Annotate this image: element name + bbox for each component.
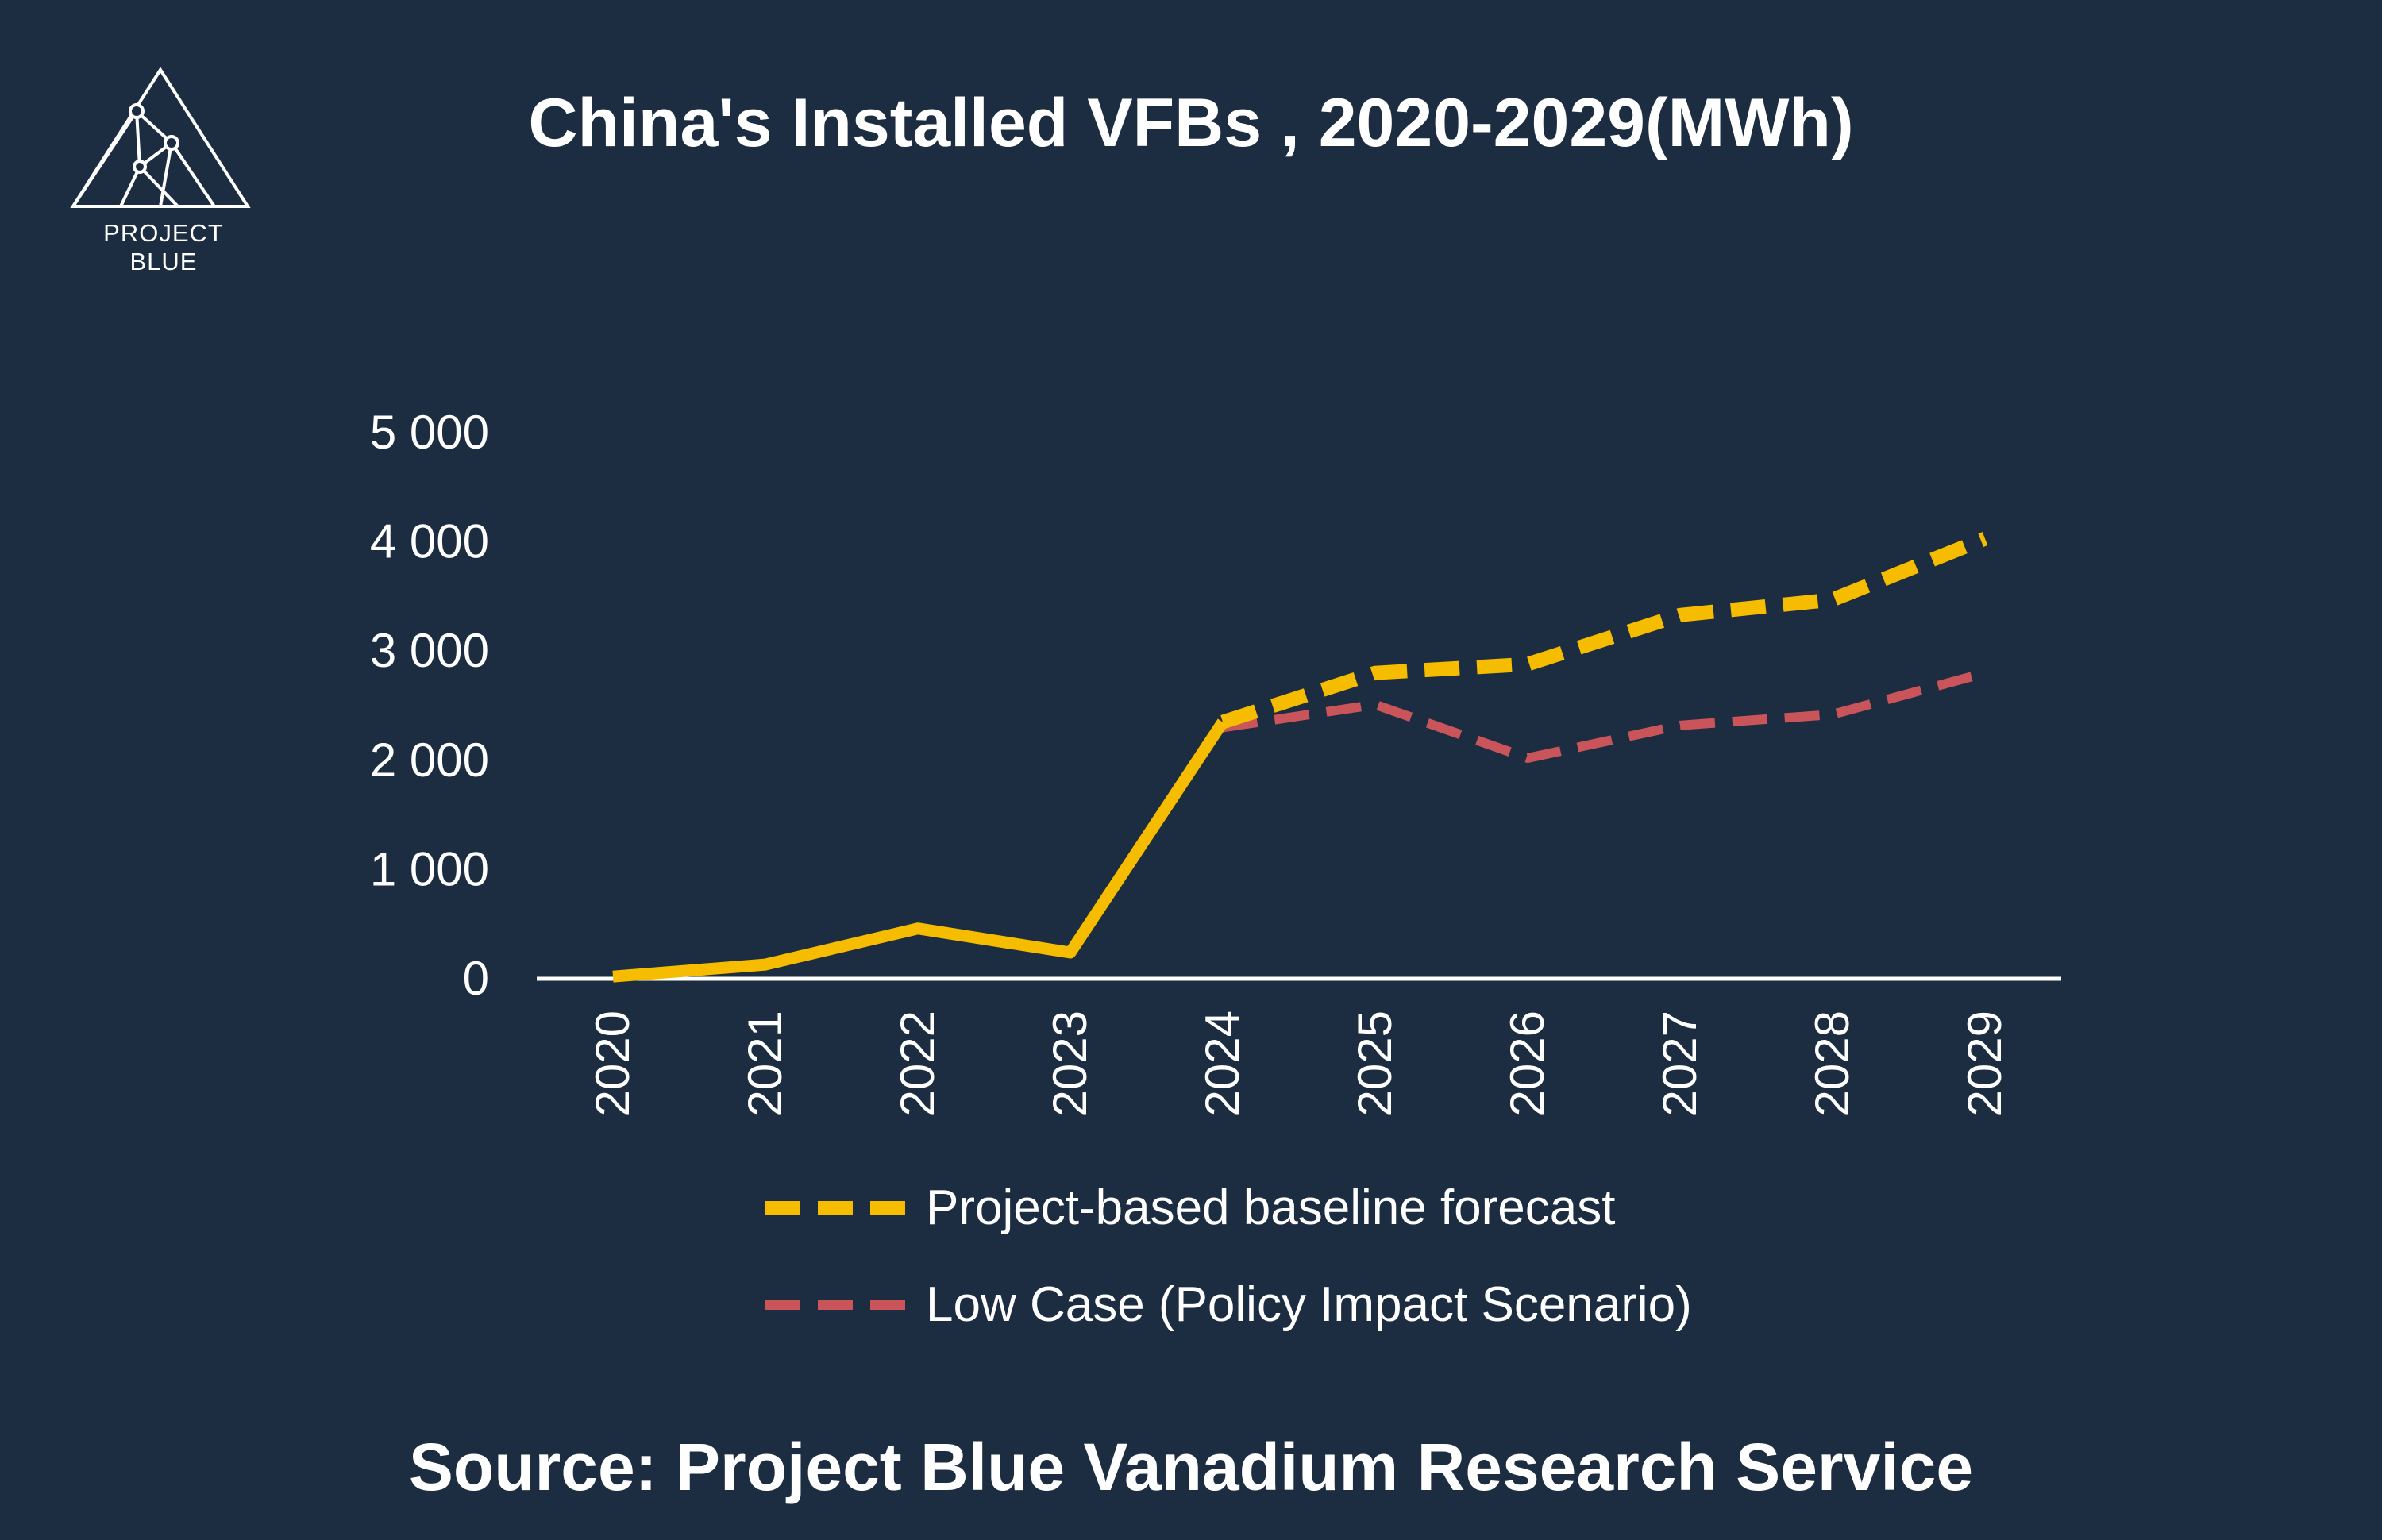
legend: Project-based baseline forecast Low Case… <box>765 1180 1692 1332</box>
y-tick-label: 5 000 <box>370 406 489 459</box>
legend-label-baseline: Project-based baseline forecast <box>926 1180 1615 1235</box>
x-tick-label: 2023 <box>1043 1011 1097 1116</box>
series-line-baseline <box>1220 532 1988 730</box>
logo-text: PROJECT BLUE <box>103 219 224 275</box>
series-line-low_case <box>1222 668 1987 763</box>
x-axis-ticks: 2020 2021 2022 2023 2024 2025 2026 2027 2028 2029 <box>586 1011 2011 1116</box>
legend-label-low-case: Low Case (Policy Impact Scenario) <box>926 1277 1692 1332</box>
x-tick-label: 2021 <box>738 1011 792 1116</box>
series-layer <box>612 532 1988 983</box>
y-tick-label: 4 000 <box>370 515 489 568</box>
y-tick-label: 1 000 <box>370 842 489 895</box>
series-line-historical <box>612 718 1228 983</box>
x-tick-label: 2020 <box>586 1011 639 1116</box>
x-tick-label: 2025 <box>1348 1011 1401 1116</box>
y-axis-ticks: 0 1 000 2 000 3 000 4 000 5 000 <box>370 406 489 1005</box>
x-tick-label: 2027 <box>1653 1011 1706 1116</box>
source-note: Source: Project Blue Vanadium Research S… <box>408 1430 1974 1504</box>
project-blue-logo <box>70 67 251 208</box>
x-tick-label: 2022 <box>891 1011 944 1116</box>
y-tick-label: 3 000 <box>370 624 489 677</box>
x-tick-label: 2026 <box>1501 1011 1554 1116</box>
x-tick-label: 2028 <box>1806 1011 1859 1116</box>
x-tick-label: 2024 <box>1196 1011 1249 1116</box>
x-tick-label: 2029 <box>1958 1011 2011 1116</box>
chart-title: China's Installed VFBs , 2020-2029(MWh) <box>528 85 1854 161</box>
y-tick-label: 0 <box>463 952 489 1005</box>
y-tick-label: 2 000 <box>370 733 489 787</box>
